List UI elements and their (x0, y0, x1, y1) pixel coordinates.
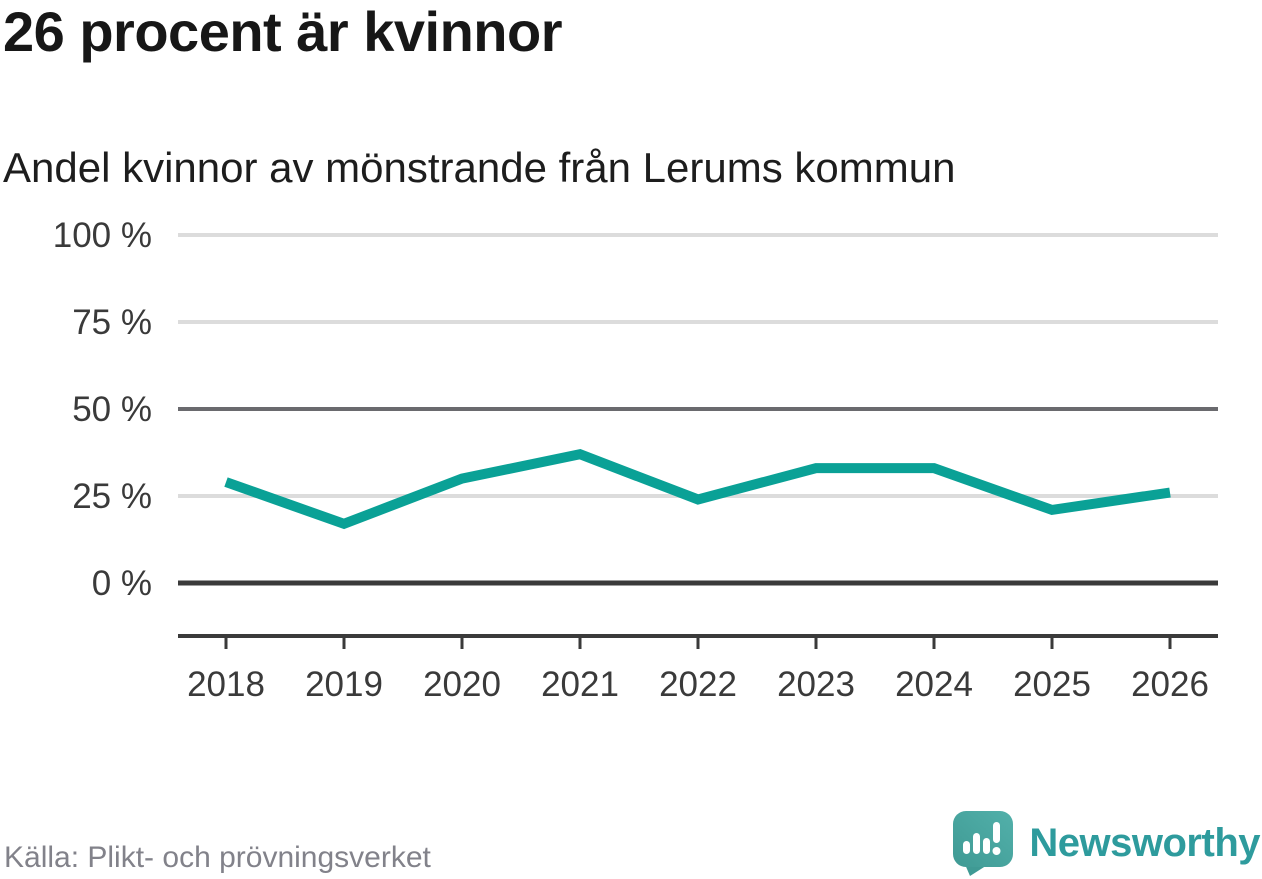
bar-chart-bar-3 (983, 838, 991, 854)
source-note: Källa: Plikt- och prövningsverket (4, 841, 431, 874)
y-tick-label-50: 50 % (72, 390, 152, 429)
x-tick-label-2025: 2025 (1013, 665, 1091, 704)
x-tick-label-2026: 2026 (1131, 665, 1209, 704)
line-chart: 0 % 25 % 50 % 75 % 100 % 2018 2019 2020 2021 2022… (53, 216, 1218, 704)
x-tick-label-2018: 2018 (187, 665, 265, 704)
y-tick-label-0: 0 % (92, 564, 152, 603)
speech-bubble-body (953, 811, 1014, 867)
x-tick-label-2020: 2020 (423, 665, 501, 704)
chart-title: 26 procent är kvinnor (3, 0, 563, 63)
y-tick-label-75: 75 % (72, 303, 152, 342)
newsworthy-logo-icon (953, 811, 1014, 876)
x-tick-label-2022: 2022 (659, 665, 737, 704)
x-tick-label-2023: 2023 (777, 665, 855, 704)
data-line-andel-kvinnor-av-mönstrande (224, 449, 1171, 530)
y-tick-label-25: 25 % (72, 477, 152, 516)
newsworthy-brand: Newsworthy (950, 810, 1260, 876)
newsworthy-logo-text: Newsworthy (1029, 820, 1260, 865)
x-tick-label-2021: 2021 (541, 665, 619, 704)
bar-chart-bar-1 (963, 841, 971, 854)
exclamation-dot (992, 847, 1001, 855)
x-tick-label-2024: 2024 (895, 665, 973, 704)
y-tick-label-100: 100 % (53, 216, 152, 255)
bar-chart-bar-2 (973, 833, 981, 854)
chart-subtitle: Andel kvinnor av mönstrande från Lerums … (3, 144, 956, 191)
exclamation-bar (993, 822, 1001, 843)
x-tick-label-2019: 2019 (305, 665, 383, 704)
